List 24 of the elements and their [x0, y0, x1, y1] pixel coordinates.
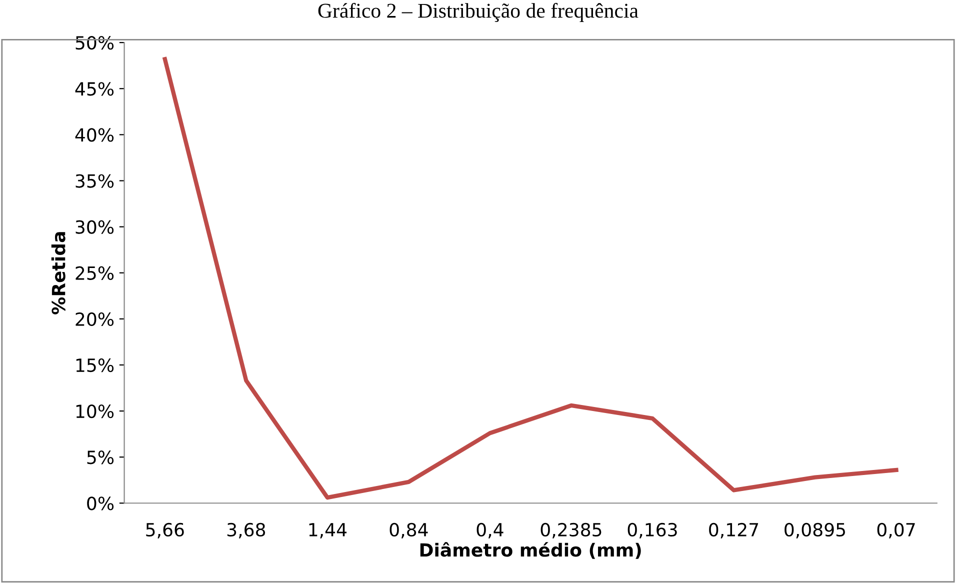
x-axis-title: Diâmetro médio (mm) — [420, 542, 641, 559]
y-tick-label: 5% — [87, 450, 114, 464]
y-tick-label: 20% — [76, 312, 114, 326]
x-tick-label: 3,68 — [227, 522, 266, 538]
y-tick-label: 10% — [76, 404, 114, 418]
x-tick-label: 0,2385 — [540, 522, 602, 538]
x-tick-label: 0,0895 — [784, 522, 845, 538]
y-tick-label: 40% — [75, 128, 114, 142]
y-tick-label: 35% — [76, 174, 114, 188]
chart-title: Gráfico 2 – Distribuição de frequência — [318, 2, 638, 22]
x-tick-label: 0,127 — [709, 522, 758, 538]
y-tick-label: 45% — [75, 82, 114, 96]
x-tick-label: 0,4 — [476, 522, 504, 538]
x-tick-label: 1,44 — [309, 523, 347, 538]
line-series — [162, 57, 898, 500]
x-tick-label: 0,84 — [390, 522, 428, 538]
y-tick-label: 15% — [76, 358, 114, 372]
x-tick-label: 0,07 — [877, 522, 915, 538]
y-tick-label: 30% — [76, 220, 114, 234]
y-axis-title: %Retida — [51, 232, 66, 314]
y-tick-label: 25% — [76, 266, 114, 280]
x-tick-label: 5,66 — [146, 522, 184, 538]
y-tick-label: 0% — [87, 496, 114, 510]
x-tick-label: 0,163 — [628, 522, 677, 538]
